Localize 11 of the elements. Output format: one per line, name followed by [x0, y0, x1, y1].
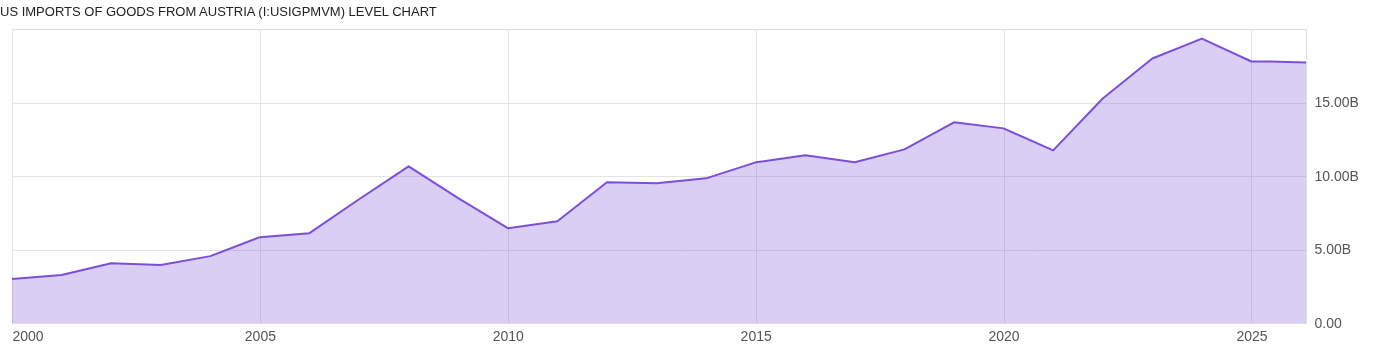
x-tick-label: 2020 — [988, 327, 1020, 344]
x-tick-label: 2010 — [492, 327, 525, 344]
x-tick-label: 2015 — [740, 327, 772, 344]
y-tick-label: 0.00 — [1314, 314, 1342, 331]
chart-title: US IMPORTS OF GOODS FROM AUSTRIA (I:USIGPMVM) LEVEL CHART — [0, 4, 437, 19]
x-tick-label: 2025 — [1236, 327, 1268, 344]
y-tick-label: 10.00B — [1314, 167, 1359, 184]
x-tick-label: 2005 — [244, 327, 277, 344]
y-tick-label: 5.00B — [1314, 241, 1352, 257]
y-tick-label: 15.00B — [1314, 94, 1359, 110]
x-tick-label: 2000 — [12, 327, 44, 344]
